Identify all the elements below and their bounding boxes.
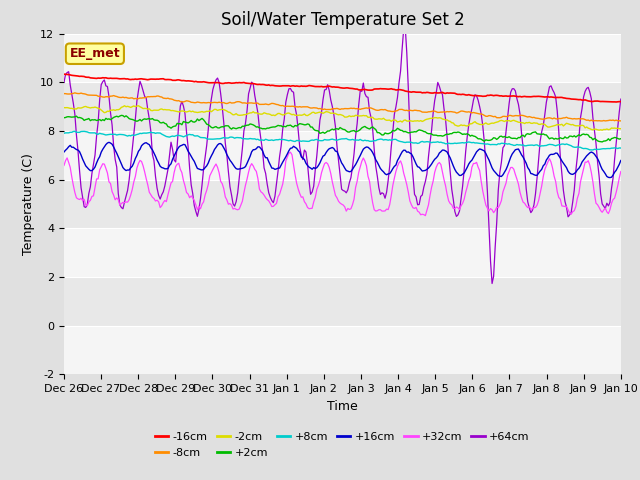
Title: Soil/Water Temperature Set 2: Soil/Water Temperature Set 2: [221, 11, 464, 29]
Bar: [64, 82, 621, 131]
Legend: -16cm, -8cm, -2cm, +2cm, +8cm, +16cm, +32cm, +64cm: -16cm, -8cm, -2cm, +2cm, +8cm, +16cm, +3…: [150, 428, 534, 462]
Y-axis label: Temperature (C): Temperature (C): [22, 153, 35, 255]
Bar: [64, 180, 621, 228]
Bar: [64, 34, 621, 82]
X-axis label: Time: Time: [327, 400, 358, 413]
Bar: [64, 131, 621, 180]
Bar: [64, 277, 621, 326]
Bar: [64, 228, 621, 277]
Text: EE_met: EE_met: [70, 47, 120, 60]
Bar: [64, 326, 621, 374]
